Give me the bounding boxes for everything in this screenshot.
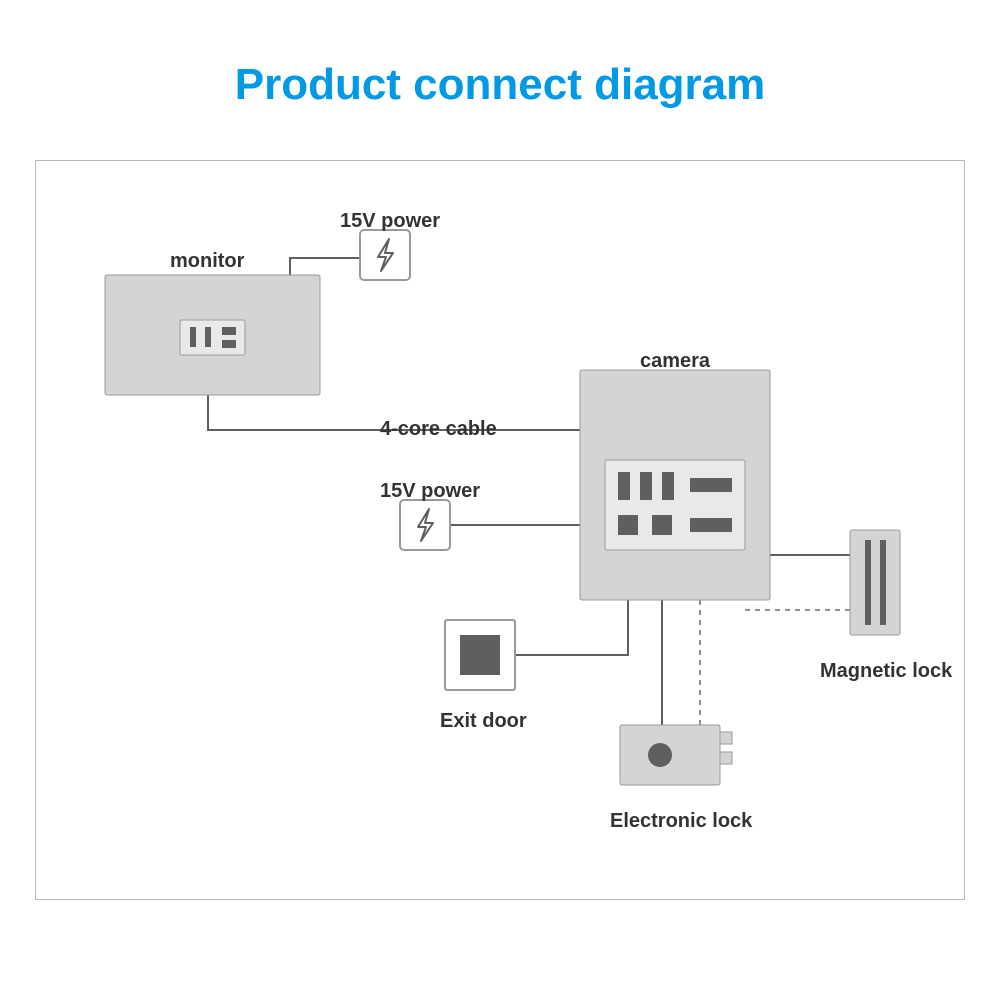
label-electronic-lock: Electronic lock [610, 810, 752, 833]
label-camera: camera [640, 350, 710, 373]
label-monitor: monitor [170, 250, 244, 273]
label-exit-door: Exit door [440, 710, 527, 733]
label-4core-cable: 4-core cable [380, 418, 497, 441]
label-power-mid: 15V power [380, 480, 480, 503]
diagram-canvas [0, 0, 1000, 1000]
label-power-top: 15V power [340, 210, 440, 233]
label-magnetic-lock: Magnetic lock [820, 660, 952, 683]
